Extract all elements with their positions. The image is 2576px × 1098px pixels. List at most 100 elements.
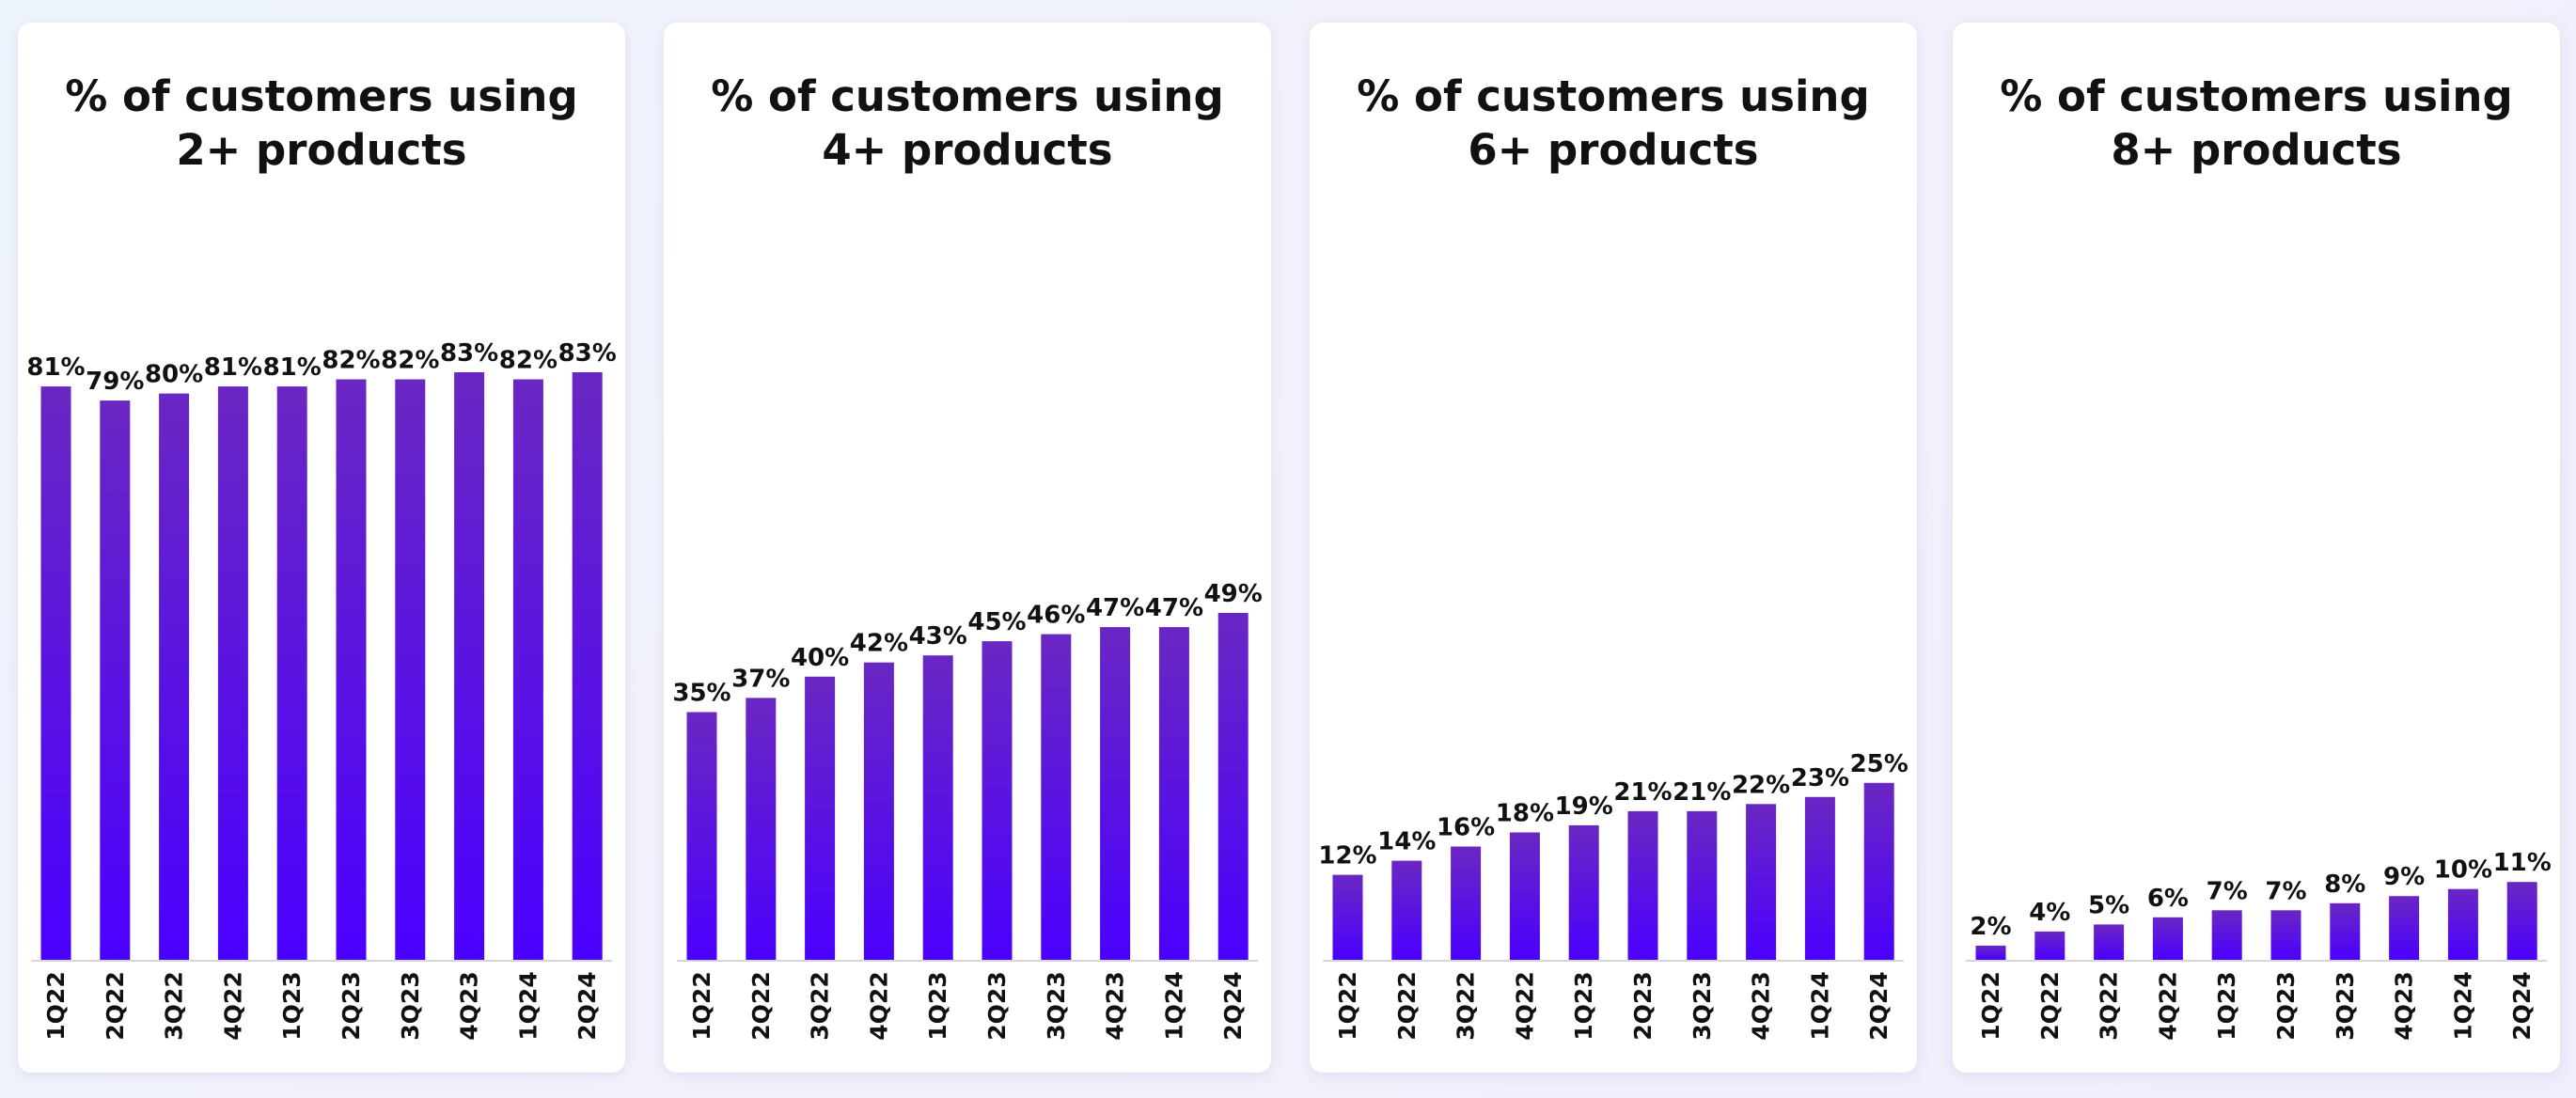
chart-title-line-1: % of customers using bbox=[711, 71, 1224, 121]
chart-title-line-2: 8+ products bbox=[2111, 125, 2402, 175]
chart-panel-2-plus-products: % of customers using 2+ products 81% 1Q22… bbox=[18, 23, 625, 1073]
x-tick-label: 3Q23 bbox=[397, 971, 424, 1040]
bar-3Q22 bbox=[159, 393, 190, 961]
data-label: 82% bbox=[499, 347, 558, 375]
bar-1Q23 bbox=[2211, 910, 2242, 960]
data-label: 46% bbox=[1027, 602, 1085, 630]
x-tick-label: 2Q24 bbox=[573, 971, 601, 1040]
data-label: 82% bbox=[381, 347, 439, 375]
bar-1Q24 bbox=[2447, 888, 2478, 960]
bar-2Q24 bbox=[1863, 782, 1894, 961]
x-tick-label: 1Q24 bbox=[514, 971, 542, 1040]
data-label: 81% bbox=[204, 353, 262, 382]
bar-4Q23 bbox=[454, 372, 485, 960]
data-label: 83% bbox=[558, 339, 617, 368]
chart-title: % of customers using 6+ products bbox=[1347, 70, 1879, 177]
bar-3Q23 bbox=[1041, 634, 1072, 960]
data-label: 21% bbox=[1613, 778, 1672, 807]
bar-3Q23 bbox=[2330, 902, 2361, 960]
data-label: 83% bbox=[440, 339, 498, 368]
chart-title-line-1: % of customers using bbox=[2000, 71, 2513, 121]
x-tick-label: 2Q22 bbox=[102, 971, 129, 1040]
data-label: 45% bbox=[967, 608, 1026, 636]
bar-2Q23 bbox=[336, 379, 367, 960]
bar-3Q23 bbox=[1687, 810, 1718, 960]
bar-1Q23 bbox=[276, 386, 307, 961]
chart-panel-6-plus-products: % of customers using 6+ products 12% 1Q22… bbox=[1310, 23, 1917, 1073]
data-label: 37% bbox=[731, 665, 790, 693]
bar-1Q24 bbox=[1804, 796, 1835, 960]
x-tick-label: 3Q23 bbox=[2332, 971, 2359, 1040]
bar-3Q22 bbox=[805, 676, 836, 960]
bar-2Q22 bbox=[746, 698, 777, 960]
bar-3Q23 bbox=[395, 379, 426, 960]
x-tick-label: 1Q23 bbox=[924, 971, 951, 1040]
chart-title: % of customers using 2+ products bbox=[55, 70, 588, 177]
bar-1Q22 bbox=[686, 712, 717, 961]
x-tick-label: 4Q22 bbox=[219, 971, 246, 1040]
x-tick-label: 2Q22 bbox=[1393, 971, 1421, 1040]
chart-title-line-1: % of customers using bbox=[65, 71, 578, 121]
data-label: 10% bbox=[2434, 856, 2492, 885]
x-tick-label: 1Q22 bbox=[1977, 971, 2004, 1040]
data-label: 21% bbox=[1673, 778, 1731, 807]
data-label: 35% bbox=[672, 680, 730, 708]
bar-2Q23 bbox=[2270, 910, 2301, 960]
bar-1Q24 bbox=[512, 379, 543, 960]
x-tick-label: 4Q22 bbox=[1511, 971, 1538, 1040]
bar-1Q23 bbox=[922, 655, 953, 960]
x-tick-label: 2Q24 bbox=[1865, 971, 1893, 1040]
bar-2Q22 bbox=[2034, 931, 2066, 960]
data-label: 47% bbox=[1086, 594, 1144, 622]
x-tick-label: 3Q22 bbox=[807, 971, 834, 1040]
bar-2Q22 bbox=[1391, 860, 1422, 960]
bar-4Q22 bbox=[863, 662, 894, 960]
data-label: 2% bbox=[1970, 913, 2011, 941]
bar-4Q23 bbox=[1746, 804, 1777, 960]
x-tick-label: 1Q22 bbox=[688, 971, 715, 1040]
bar-4Q23 bbox=[2389, 896, 2420, 960]
x-tick-label: 1Q22 bbox=[42, 971, 70, 1040]
data-label: 22% bbox=[1732, 771, 1790, 799]
bar-2Q24 bbox=[572, 372, 603, 960]
bar-2Q23 bbox=[1627, 810, 1658, 960]
data-label: 82% bbox=[322, 347, 380, 375]
data-label: 25% bbox=[1850, 750, 1908, 778]
x-tick-label: 2Q23 bbox=[338, 971, 365, 1040]
x-tick-label: 4Q23 bbox=[456, 971, 483, 1040]
x-tick-label: 3Q22 bbox=[161, 971, 188, 1040]
bar-2Q23 bbox=[982, 641, 1013, 960]
data-label: 49% bbox=[1204, 580, 1263, 608]
data-label: 7% bbox=[2207, 877, 2248, 905]
data-label: 80% bbox=[145, 361, 203, 389]
chart-title: % of customers using 8+ products bbox=[1990, 70, 2522, 177]
data-label: 42% bbox=[850, 630, 908, 658]
x-tick-label: 4Q23 bbox=[1748, 971, 1775, 1040]
x-tick-label: 4Q22 bbox=[865, 971, 892, 1040]
x-tick-label: 2Q23 bbox=[983, 971, 1011, 1040]
x-tick-label: 1Q24 bbox=[1160, 971, 1187, 1040]
bar-2Q24 bbox=[1217, 613, 1249, 960]
data-label: 8% bbox=[2324, 871, 2365, 899]
x-tick-label: 3Q22 bbox=[2096, 971, 2123, 1040]
data-label: 40% bbox=[791, 644, 849, 672]
bar-1Q22 bbox=[1332, 874, 1363, 960]
bar-4Q22 bbox=[1509, 832, 1540, 960]
chart-title-line-2: 6+ products bbox=[1468, 125, 1759, 175]
data-label: 23% bbox=[1791, 764, 1849, 792]
data-label: 6% bbox=[2147, 885, 2189, 913]
data-label: 4% bbox=[2029, 899, 2070, 927]
data-label: 14% bbox=[1377, 828, 1436, 856]
data-label: 81% bbox=[263, 353, 322, 382]
data-label: 18% bbox=[1496, 800, 1554, 828]
x-tick-label: 1Q24 bbox=[1806, 971, 1833, 1040]
x-tick-label: 4Q23 bbox=[2391, 971, 2418, 1040]
x-tick-label: 2Q22 bbox=[747, 971, 775, 1040]
bar-4Q22 bbox=[217, 386, 248, 961]
bar-1Q24 bbox=[1158, 627, 1189, 960]
data-label: 5% bbox=[2088, 891, 2129, 919]
chart-panel-4-plus-products: % of customers using 4+ products 35% 1Q22… bbox=[664, 23, 1271, 1073]
x-tick-label: 3Q23 bbox=[1689, 971, 1716, 1040]
data-label: 16% bbox=[1437, 814, 1495, 842]
x-tick-label: 1Q22 bbox=[1334, 971, 1361, 1040]
